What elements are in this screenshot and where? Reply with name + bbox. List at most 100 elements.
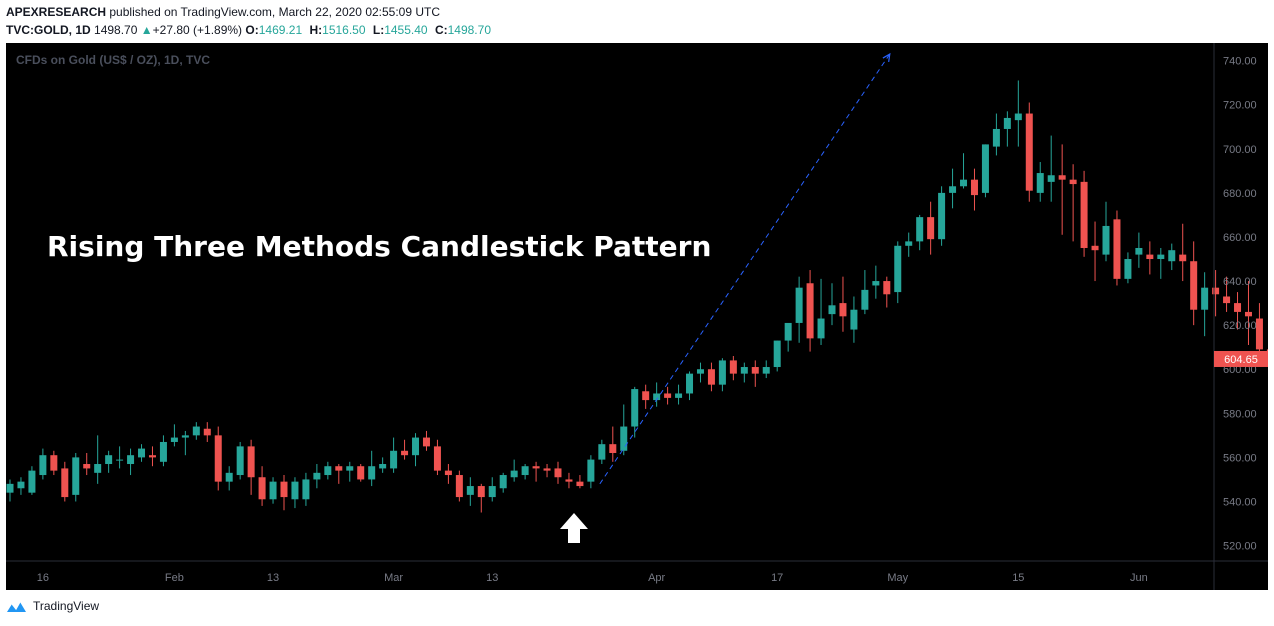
candle[interactable]	[1124, 252, 1132, 284]
candle[interactable]	[762, 360, 770, 379]
candle[interactable]	[247, 439, 255, 495]
candle[interactable]	[1102, 201, 1110, 262]
candle[interactable]	[773, 340, 781, 372]
price-axis[interactable]: 520.00 540.00 560.00 580.00 600.00 620.00 640.…	[1223, 56, 1257, 553]
candle[interactable]	[532, 461, 540, 482]
candle[interactable]	[817, 278, 825, 345]
candle[interactable]	[203, 422, 211, 442]
candle[interactable]	[806, 270, 814, 352]
candle[interactable]	[620, 404, 628, 456]
candle[interactable]	[50, 450, 58, 476]
candle[interactable]	[686, 371, 694, 401]
candle[interactable]	[1212, 270, 1220, 317]
candle[interactable]	[718, 358, 726, 392]
candle[interactable]	[883, 276, 891, 308]
candle[interactable]	[565, 472, 573, 489]
candle[interactable]	[1244, 281, 1252, 345]
candle[interactable]	[576, 475, 584, 489]
candle[interactable]	[916, 214, 924, 251]
candle[interactable]	[412, 433, 420, 467]
tradingview-brand[interactable]: TradingView	[33, 599, 100, 613]
candle[interactable]	[61, 461, 69, 502]
candle[interactable]	[894, 241, 902, 304]
candle[interactable]	[642, 384, 650, 409]
candle[interactable]	[159, 435, 167, 467]
candle[interactable]	[39, 448, 47, 480]
candle[interactable]	[1025, 102, 1033, 202]
candle[interactable]	[291, 477, 299, 509]
candle[interactable]	[729, 356, 737, 381]
publisher-name[interactable]: APEXRESEARCH	[6, 5, 107, 19]
candle[interactable]	[543, 464, 551, 478]
candle[interactable]	[653, 382, 661, 407]
candle[interactable]	[740, 362, 748, 383]
candle[interactable]	[609, 426, 617, 462]
candle[interactable]	[554, 461, 562, 484]
candle[interactable]	[510, 459, 518, 482]
candle[interactable]	[1047, 135, 1055, 202]
candle[interactable]	[357, 464, 365, 482]
candle[interactable]	[1069, 164, 1077, 242]
candle[interactable]	[850, 296, 858, 343]
candle[interactable]	[587, 455, 595, 489]
candle[interactable]	[631, 386, 639, 438]
candle[interactable]	[105, 450, 113, 473]
candle[interactable]	[499, 472, 507, 493]
time-axis[interactable]: 16 Feb 13 Mar 13 Apr 17 May 15 Jun	[37, 572, 1148, 584]
candle[interactable]	[181, 430, 189, 456]
candle[interactable]	[258, 466, 266, 506]
candle[interactable]	[1058, 144, 1066, 235]
candle[interactable]	[675, 384, 683, 405]
candle[interactable]	[455, 470, 463, 502]
candle[interactable]	[861, 270, 869, 315]
candle[interactable]	[6, 479, 14, 502]
candle[interactable]	[927, 201, 935, 255]
candle[interactable]	[488, 477, 496, 502]
candle[interactable]	[938, 186, 946, 246]
candle[interactable]	[1135, 232, 1143, 268]
candle[interactable]	[313, 464, 321, 489]
candle[interactable]	[379, 457, 387, 473]
candle[interactable]	[751, 360, 759, 387]
candle[interactable]	[192, 422, 200, 440]
candle[interactable]	[664, 386, 672, 405]
candle[interactable]	[127, 448, 135, 476]
candle[interactable]	[401, 439, 409, 460]
candle[interactable]	[1190, 241, 1198, 326]
candle[interactable]	[335, 464, 343, 484]
candle[interactable]	[839, 276, 847, 332]
candle[interactable]	[466, 477, 474, 506]
candle[interactable]	[905, 232, 913, 257]
candle[interactable]	[368, 450, 376, 487]
candle[interactable]	[116, 446, 124, 469]
candle[interactable]	[72, 452, 80, 502]
candle[interactable]	[960, 153, 968, 189]
candle[interactable]	[1036, 162, 1044, 202]
candle[interactable]	[302, 472, 310, 506]
candle[interactable]	[1223, 276, 1231, 312]
candle[interactable]	[1168, 243, 1176, 271]
candlestick-chart[interactable]: CFDs on Gold (US$ / OZ), 1D, TVC Rising …	[6, 43, 1268, 590]
candle[interactable]	[1014, 80, 1022, 147]
candle[interactable]	[422, 430, 430, 451]
candle[interactable]	[94, 435, 102, 484]
candle[interactable]	[138, 444, 146, 462]
candle[interactable]	[269, 477, 277, 504]
candle[interactable]	[1179, 223, 1187, 282]
candle[interactable]	[981, 144, 989, 198]
candle[interactable]	[83, 452, 91, 476]
candle[interactable]	[444, 464, 452, 484]
candle[interactable]	[1234, 292, 1242, 330]
candle[interactable]	[828, 283, 836, 326]
candle[interactable]	[521, 464, 529, 480]
candle[interactable]	[280, 475, 288, 511]
candle[interactable]	[1157, 247, 1165, 279]
candle[interactable]	[696, 362, 704, 383]
candle[interactable]	[170, 424, 178, 447]
candle[interactable]	[433, 439, 441, 476]
candle[interactable]	[707, 362, 715, 392]
candle[interactable]	[784, 322, 792, 352]
candle[interactable]	[795, 276, 803, 343]
candle[interactable]	[390, 437, 398, 473]
candle[interactable]	[598, 439, 606, 465]
